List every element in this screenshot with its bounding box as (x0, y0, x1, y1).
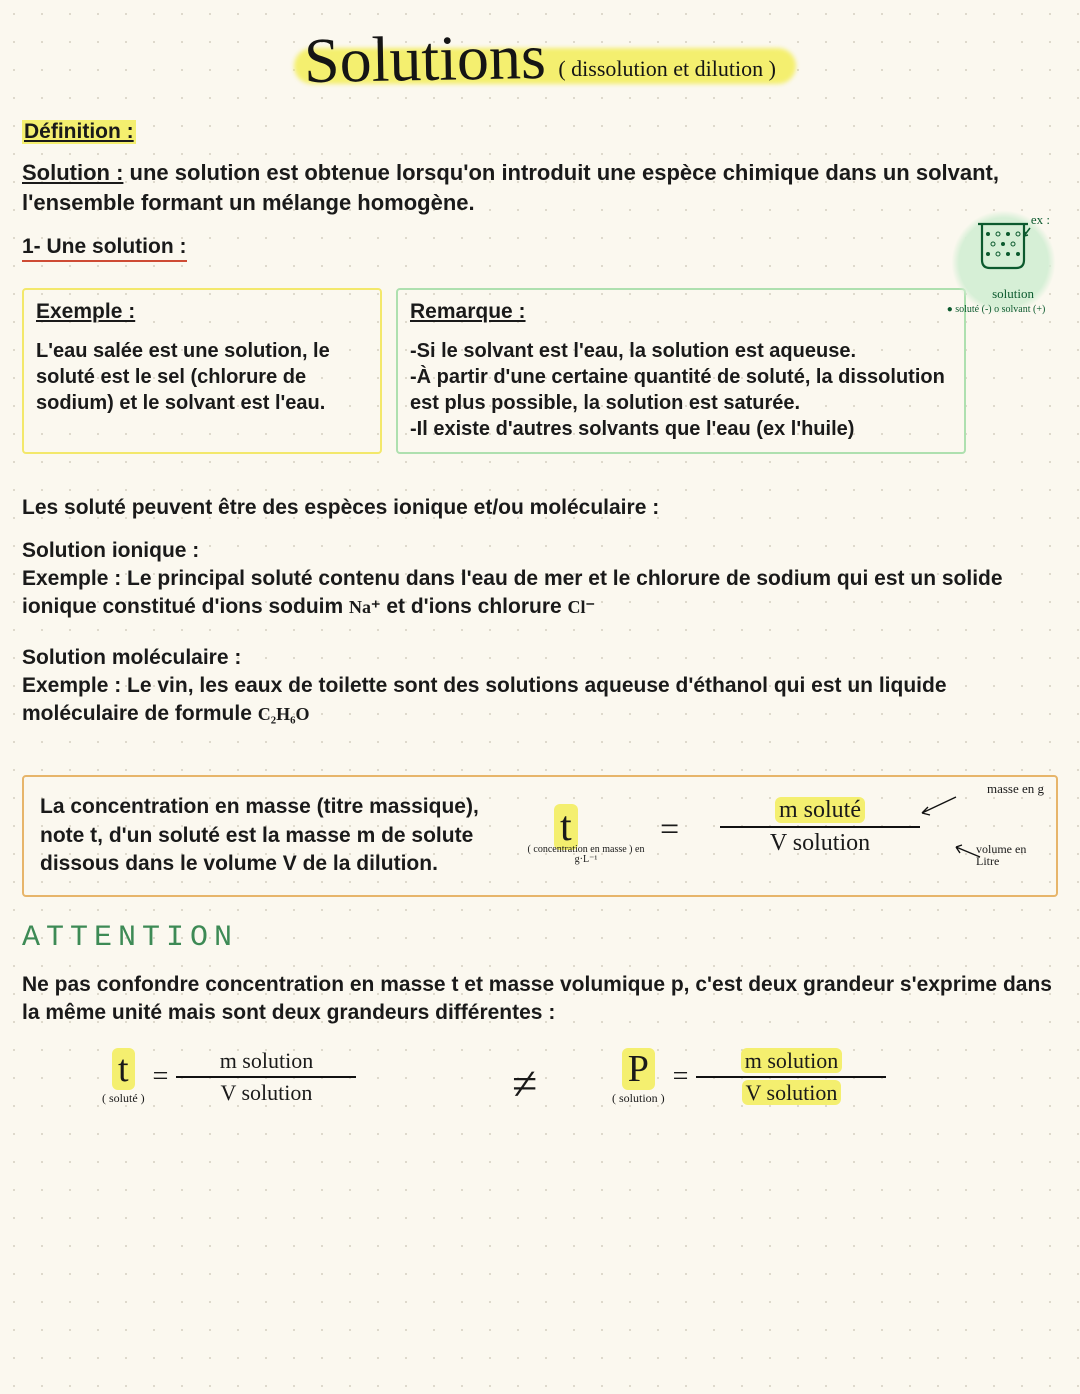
example-title: Exemple : (36, 300, 368, 324)
remark-box: Remarque : -Si le solvant est l'eau, la … (396, 288, 966, 454)
molecular-title: Solution moléculaire : (22, 644, 1058, 672)
remark-title: Remarque : (410, 300, 952, 324)
attention-body: Ne pas confondre concentration en masse … (22, 971, 1058, 1028)
eq-right-num: m solution (741, 1048, 843, 1073)
beaker-illustration: ex : solution ● soluté (-) o solvant (+) (936, 210, 1056, 330)
remark-line-1: -Si le solvant est l'eau, la solution es… (410, 338, 952, 364)
remark-line-2: -À partir d'une certaine quantité de sol… (410, 364, 952, 416)
formula-numerator: m soluté (775, 797, 865, 823)
eq-left-sub: ( soluté ) (102, 1091, 145, 1106)
example-box: Exemple : L'eau salée est une solution, … (22, 288, 382, 454)
beaker-icon (968, 210, 1038, 280)
not-equal-sign: ≠ (512, 1057, 537, 1110)
ion-na: Na⁺ (349, 597, 381, 617)
concentration-text: La concentration en masse (titre massiqu… (40, 793, 510, 878)
remark-line-3: -Il existe d'autres solvants que l'eau (… (410, 416, 952, 442)
eq-left-num: m solution (176, 1048, 356, 1074)
definition-text: une solution est obtenue lorsqu'on intro… (22, 160, 999, 215)
solutes-intro: Les soluté peuvent être des espèces ioni… (22, 494, 1058, 522)
attention-title: ATTENTION (22, 921, 1058, 955)
beaker-legend: ● soluté (-) o solvant (+) (936, 304, 1056, 315)
eq-right-den: V solution (742, 1080, 842, 1105)
arrow-volume-icon (952, 843, 982, 861)
molecular-body-pre: Exemple : Le vin, les eaux de toilette s… (22, 674, 947, 725)
definition-label: Définition : (22, 120, 136, 144)
ionic-solution-block: Solution ionique : Exemple : Le principa… (22, 537, 1058, 622)
definition-body: Solution : une solution est obtenue lors… (22, 158, 1058, 217)
title-main: Solutions (303, 20, 546, 98)
formula-annot-vol: volume en Litre (976, 843, 1046, 867)
eq-left-den: V solution (176, 1080, 356, 1106)
ionic-mid: et d'ions chlorure (381, 595, 568, 618)
eq-right-letter: P (622, 1048, 655, 1090)
eq-right-sub: ( solution ) (612, 1091, 665, 1106)
attention-equations: t ( soluté ) = m solution V solution ≠ P… (22, 1047, 1058, 1143)
example-body: L'eau salée est une solution, le soluté … (36, 338, 368, 416)
formula-annot-mass: masse en g (987, 781, 1044, 797)
definition-term: Solution : (22, 160, 123, 185)
ion-cl: Cl⁻ (568, 597, 596, 617)
remark-body: -Si le solvant est l'eau, la solution es… (410, 338, 952, 442)
section-1-heading: 1- Une solution : (22, 235, 187, 262)
arrow-mass-icon (918, 795, 958, 817)
molecular-formula: C₂H₆O (258, 704, 310, 724)
formula-denominator: V solution (720, 830, 920, 857)
page-title-block: Solutions ( dissolution et dilution ) (22, 18, 1058, 110)
eq-left-letter: t (112, 1048, 135, 1090)
molecular-solution-block: Solution moléculaire : Exemple : Le vin,… (22, 644, 1058, 729)
beaker-label: solution (992, 286, 1034, 302)
concentration-box: La concentration en masse (titre massiqu… (22, 775, 1058, 897)
ionic-title: Solution ionique : (22, 537, 1058, 565)
title-subtitle: ( dissolution et dilution ) (558, 56, 776, 82)
concentration-formula: t ( concentration en masse ) en g·L⁻¹ = … (530, 791, 1040, 881)
formula-t-sub: ( concentration en masse ) en g·L⁻¹ (526, 845, 646, 865)
formula-equals: = (660, 811, 679, 849)
